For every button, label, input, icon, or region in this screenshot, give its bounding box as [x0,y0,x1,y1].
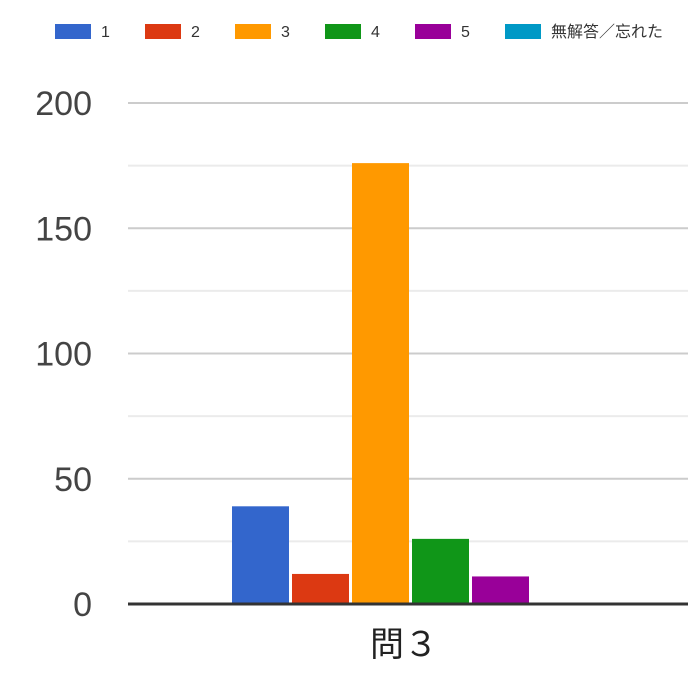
legend-label-1[interactable]: 1 [101,24,110,41]
y-tick-label: 100 [35,336,92,374]
bar-4 [412,538,469,604]
legend-swatch-6[interactable] [505,24,541,39]
legend-swatch-2[interactable] [145,24,181,39]
bar-1 [232,506,289,604]
x-category-label: 問３ [370,626,438,664]
legend-label-4[interactable]: 4 [371,24,380,41]
legend-label-3[interactable]: 3 [281,24,290,41]
legend-label-5[interactable]: 5 [461,24,470,41]
y-tick-label: 200 [35,85,92,123]
bar-2 [292,573,349,604]
y-tick-label: 50 [54,461,92,499]
legend-swatch-3[interactable] [235,24,271,39]
legend-label-2[interactable]: 2 [191,24,200,41]
y-tick-label: 0 [73,586,92,624]
legend-swatch-4[interactable] [325,24,361,39]
legend-swatch-5[interactable] [415,24,451,39]
bar-5 [472,576,529,604]
y-tick-label: 150 [35,210,92,248]
legend-label-6[interactable]: 無解答／忘れた [551,23,663,41]
bar-3 [352,163,409,604]
legend-swatch-1[interactable] [55,24,91,39]
